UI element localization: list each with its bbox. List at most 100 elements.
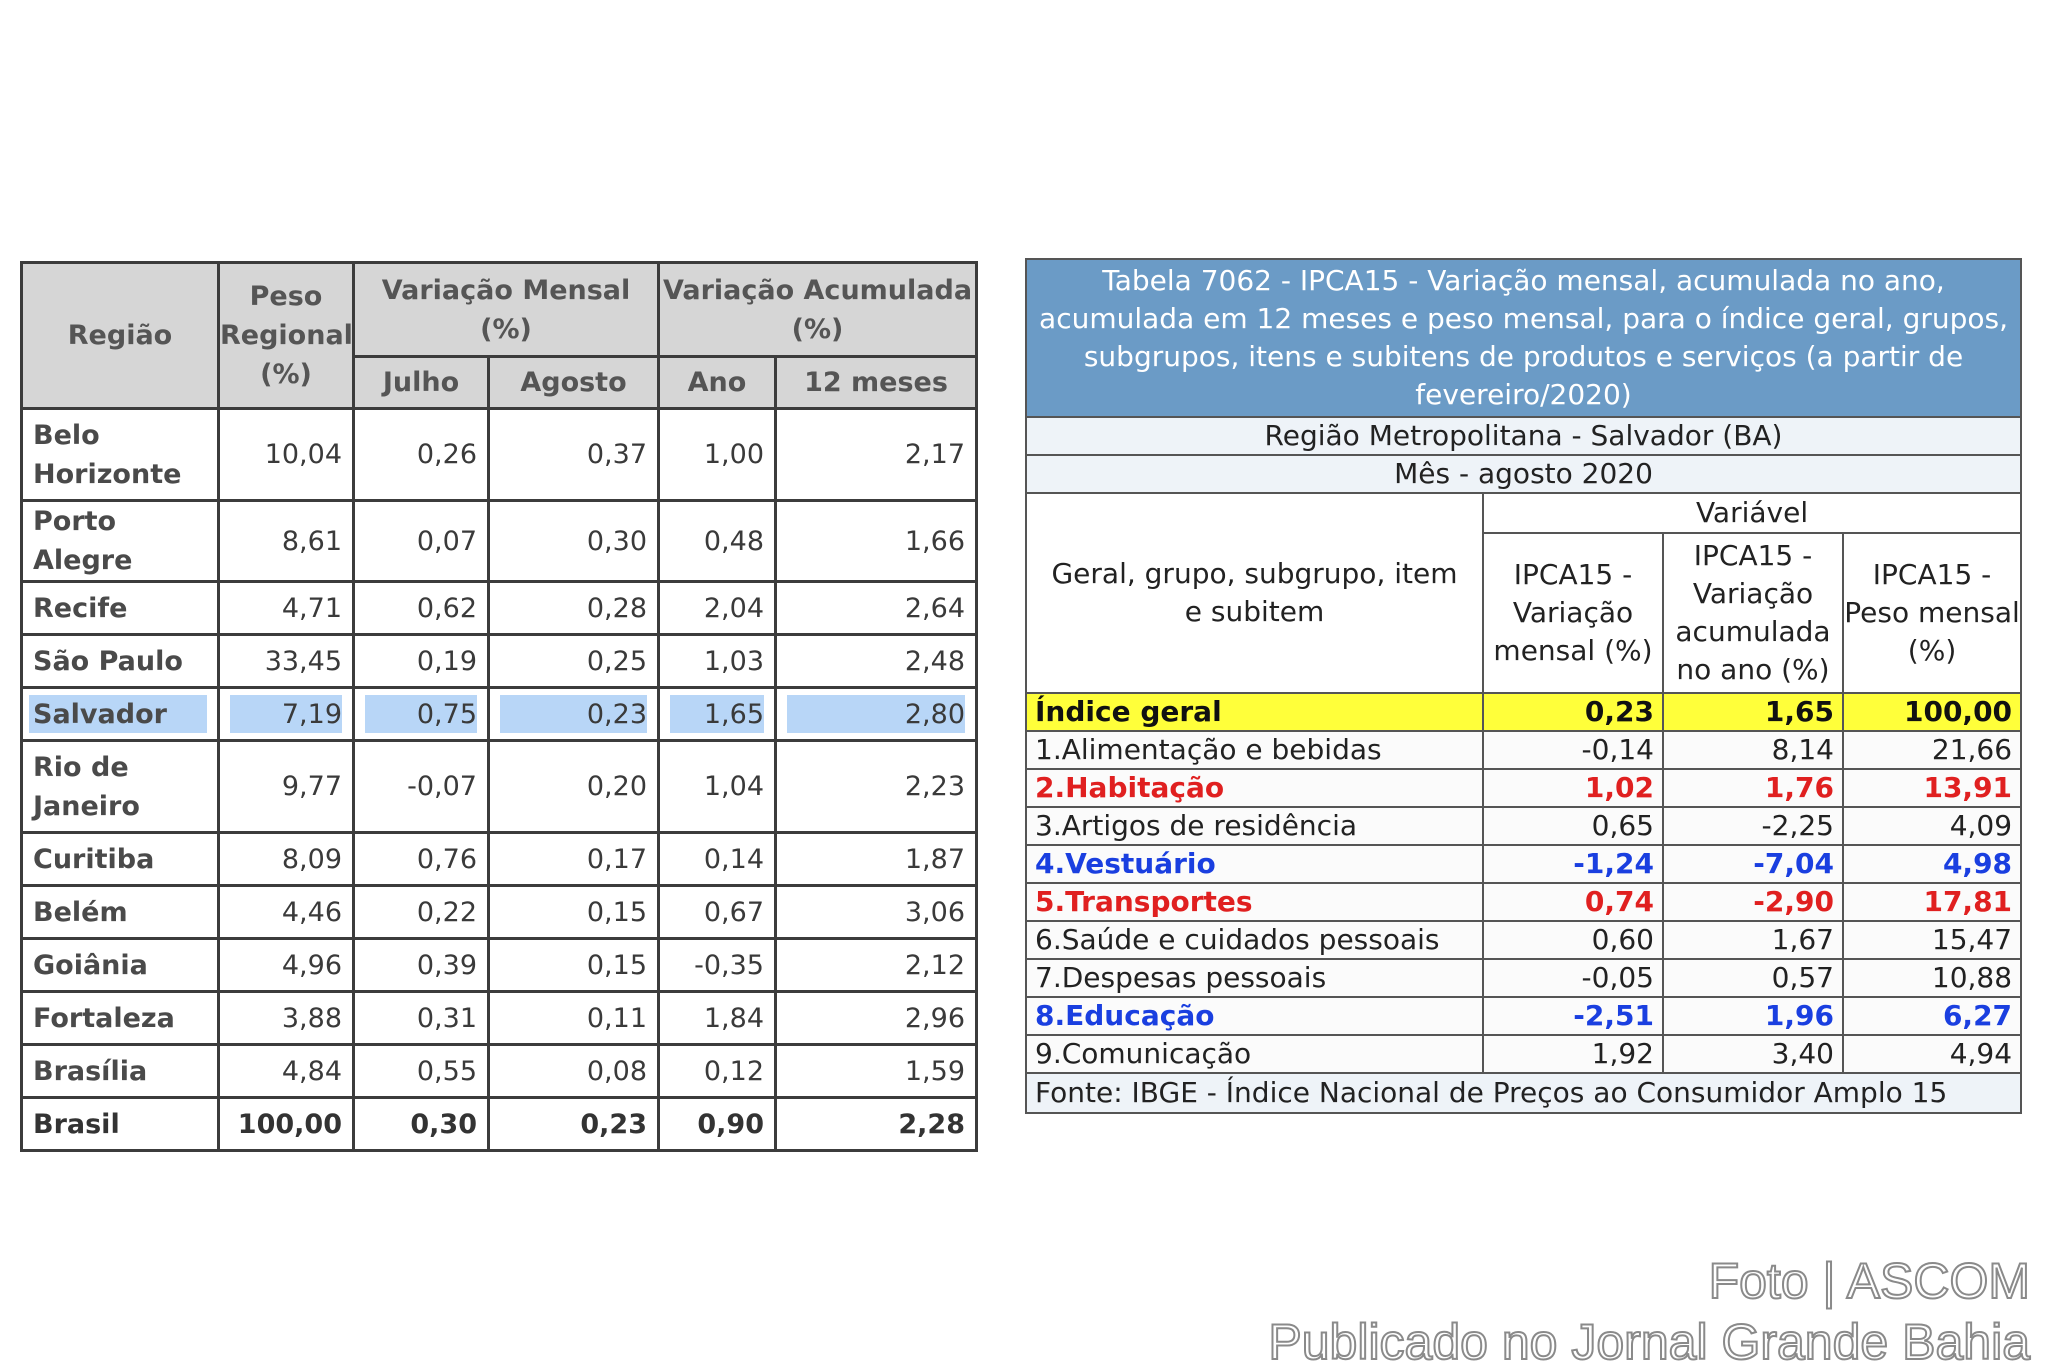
- photo-credit: Foto | ASCOM: [1708, 1252, 2031, 1310]
- cell-item: 4.Vestuário: [1025, 844, 1484, 884]
- cell-acum: 1,96: [1662, 996, 1844, 1036]
- cell-item: Índice geral: [1025, 692, 1484, 732]
- region-label: Região Metropolitana - Salvador (BA): [1024, 416, 2023, 456]
- cell-agosto: 0,08: [487, 1043, 660, 1099]
- cell-peso: 17,81: [1841, 882, 2023, 922]
- cell-regiao: Porto Alegre: [20, 499, 220, 583]
- table-row: Salvador 7,19 0,75 0,23 1,65 2,80: [20, 686, 978, 742]
- cell-text: 0,75: [416, 698, 477, 730]
- cell-agosto: 0,28: [487, 580, 660, 636]
- table-row: Belo Horizonte 10,04 0,26 0,37 1,00 2,17: [20, 407, 978, 502]
- header-peso-mensal: IPCA15 - Peso mensal (%): [1841, 532, 2023, 694]
- cell-mensal: -1,24: [1482, 844, 1664, 884]
- cell-ano: 1,04: [657, 739, 777, 834]
- cell-agosto: 0,37: [487, 407, 660, 502]
- cell-item: 1.Alimentação e bebidas: [1025, 730, 1484, 770]
- publication-credit: Publicado no Jornal Grande Bahia: [1267, 1313, 2031, 1365]
- cell-peso: 7,19: [217, 686, 355, 742]
- cell-text: Salvador: [33, 698, 167, 730]
- table-row: 1.Alimentação e bebidas -0,14 8,14 21,66: [1025, 730, 2023, 770]
- table-row: São Paulo 33,45 0,19 0,25 1,03 2,48: [20, 633, 978, 689]
- cell-agosto: 0,15: [487, 937, 660, 993]
- cell-acum: 1,65: [1662, 692, 1844, 732]
- cell-regiao: Fortaleza: [20, 990, 220, 1046]
- table-row: Brasil 100,00 0,30 0,23 0,90 2,28: [20, 1096, 978, 1152]
- cell-julho: -0,07: [352, 739, 490, 834]
- cell-item: 7.Despesas pessoais: [1025, 958, 1484, 998]
- cell-peso: 4,98: [1841, 844, 2023, 884]
- cell-julho: 0,26: [352, 407, 490, 502]
- cell-regiao: Brasil: [20, 1096, 220, 1152]
- cell-item: 3.Artigos de residência: [1025, 806, 1484, 846]
- cell-ano: 1,84: [657, 990, 777, 1046]
- cell-peso: 4,96: [217, 937, 355, 993]
- header-agosto: Agosto: [487, 355, 660, 410]
- cell-ano: 0,14: [657, 831, 777, 887]
- header-12-meses: 12 meses: [774, 355, 978, 410]
- cell-peso: 100,00: [217, 1096, 355, 1152]
- cell-doze: 2,12: [774, 937, 978, 993]
- table-row: 4.Vestuário -1,24 -7,04 4,98: [1025, 844, 2023, 884]
- cell-doze: 1,59: [774, 1043, 978, 1099]
- cell-text: 2,80: [904, 698, 965, 730]
- cell-mensal: 0,60: [1482, 920, 1664, 960]
- cell-doze: 2,80: [774, 686, 978, 742]
- highlight-box: [670, 695, 764, 733]
- cell-item: 5.Transportes: [1025, 882, 1484, 922]
- cell-julho: 0,07: [352, 499, 490, 583]
- cell-regiao: Belém: [20, 884, 220, 940]
- cell-doze: 2,17: [774, 407, 978, 502]
- cell-text: 7,19: [281, 698, 342, 730]
- cell-ano: 1,03: [657, 633, 777, 689]
- source-note: Fonte: IBGE - Índice Nacional de Preços …: [1024, 1072, 2023, 1114]
- cell-item: 9.Comunicação: [1025, 1034, 1484, 1074]
- cell-agosto: 0,15: [487, 884, 660, 940]
- cell-peso: 10,04: [217, 407, 355, 502]
- cell-ano: 0,67: [657, 884, 777, 940]
- header-ano: Ano: [657, 355, 777, 410]
- highlight-box: [365, 695, 477, 733]
- ipca15-salvador-table: Tabela 7062 - IPCA15 - Variação mensal, …: [1024, 258, 2023, 1114]
- table-row: 3.Artigos de residência 0,65 -2,25 4,09: [1025, 806, 2023, 846]
- cell-peso: 4,09: [1841, 806, 2023, 846]
- cell-regiao: São Paulo: [20, 633, 220, 689]
- cell-acum: 1,76: [1662, 768, 1844, 808]
- header-var-acumulada: IPCA15 - Variação acumulada no ano (%): [1662, 532, 1844, 694]
- cell-julho: 0,55: [352, 1043, 490, 1099]
- table-row: Índice geral 0,23 1,65 100,00: [1025, 692, 2023, 732]
- cell-text: 0,23: [586, 698, 647, 730]
- highlight-box: [500, 695, 647, 733]
- cell-acum: 0,57: [1662, 958, 1844, 998]
- cell-peso: 21,66: [1841, 730, 2023, 770]
- cell-agosto: 0,25: [487, 633, 660, 689]
- cell-peso: 13,91: [1841, 768, 2023, 808]
- cell-regiao: Rio de Janeiro: [20, 739, 220, 834]
- cell-doze: 2,64: [774, 580, 978, 636]
- cell-acum: -2,90: [1662, 882, 1844, 922]
- table-row: Goiânia 4,96 0,39 0,15 -0,35 2,12: [20, 937, 978, 993]
- cell-ano: 0,90: [657, 1096, 777, 1152]
- cell-doze: 2,96: [774, 990, 978, 1046]
- cell-acum: 8,14: [1662, 730, 1844, 770]
- table-row: Rio de Janeiro 9,77 -0,07 0,20 1,04 2,23: [20, 739, 978, 834]
- cell-peso: 8,09: [217, 831, 355, 887]
- header-variacao-acumulada: Variação Acumulada (%): [657, 261, 978, 358]
- cell-peso: 4,46: [217, 884, 355, 940]
- cell-acum: 1,67: [1662, 920, 1844, 960]
- cell-julho: 0,39: [352, 937, 490, 993]
- cell-peso: 10,88: [1841, 958, 2023, 998]
- cell-julho: 0,62: [352, 580, 490, 636]
- cell-ano: 0,12: [657, 1043, 777, 1099]
- cell-doze: 1,87: [774, 831, 978, 887]
- cell-regiao: Recife: [20, 580, 220, 636]
- cell-acum: 3,40: [1662, 1034, 1844, 1074]
- cell-peso: 4,84: [217, 1043, 355, 1099]
- cell-text: 1,65: [703, 698, 764, 730]
- table-row: 5.Transportes 0,74 -2,90 17,81: [1025, 882, 2023, 922]
- cell-agosto: 0,17: [487, 831, 660, 887]
- cell-regiao: Goiânia: [20, 937, 220, 993]
- table-title: Tabela 7062 - IPCA15 - Variação mensal, …: [1024, 258, 2023, 418]
- highlight-box: [29, 695, 207, 733]
- table-row: Fortaleza 3,88 0,31 0,11 1,84 2,96: [20, 990, 978, 1046]
- cell-agosto: 0,11: [487, 990, 660, 1046]
